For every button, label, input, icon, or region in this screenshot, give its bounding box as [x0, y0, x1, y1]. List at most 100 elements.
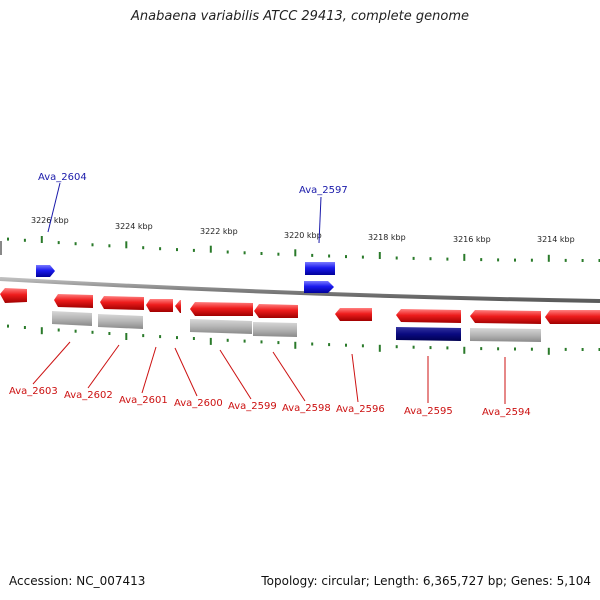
- minor-tick: [74, 329, 77, 333]
- gene-label-forward[interactable]: Ava_2604: [38, 172, 87, 183]
- tick-label: 3220 kbp: [284, 231, 322, 240]
- minor-tick: [142, 334, 145, 338]
- major-tick: [547, 347, 550, 355]
- minor-tick: [7, 237, 9, 241]
- gene-ava-2598[interactable]: [254, 304, 298, 318]
- minor-tick: [530, 258, 533, 262]
- feature-gray[interactable]: [98, 314, 143, 329]
- feature-navy[interactable]: [396, 327, 461, 341]
- minor-tick: [311, 253, 314, 257]
- gene-reverse-edge[interactable]: [0, 288, 27, 303]
- leader-line: [32, 341, 71, 385]
- feature-gray[interactable]: [253, 322, 297, 337]
- minor-tick: [277, 341, 280, 345]
- minor-tick: [176, 336, 178, 340]
- gene-ava-2595[interactable]: [396, 309, 461, 323]
- minor-tick: [480, 258, 483, 262]
- major-tick: [209, 337, 212, 345]
- gene-ava-2594[interactable]: [470, 310, 541, 324]
- gene-label-reverse[interactable]: Ava_2598: [282, 403, 331, 414]
- minor-tick: [480, 347, 483, 351]
- minor-tick: [328, 343, 331, 347]
- minor-tick: [226, 338, 229, 342]
- other-features: [52, 311, 541, 342]
- minor-tick: [108, 332, 111, 335]
- feature-gray[interactable]: [470, 328, 541, 342]
- gene-label-reverse[interactable]: Ava_2599: [228, 401, 277, 412]
- leader-lines: [32, 182, 506, 404]
- minor-tick: [429, 346, 432, 350]
- minor-tick: [514, 258, 516, 262]
- minor-tick: [395, 256, 398, 260]
- major-tick: [378, 344, 381, 352]
- minor-tick: [57, 328, 60, 332]
- gene-label-reverse[interactable]: Ava_2595: [404, 406, 453, 417]
- leader-line: [141, 346, 157, 394]
- gene-ava-2596[interactable]: [335, 308, 372, 321]
- gene-ava-2604[interactable]: [36, 265, 55, 277]
- minor-tick: [226, 250, 229, 254]
- map-title: Anabaena variabilis ATCC 29413, complete…: [131, 9, 469, 24]
- leader-line: [272, 351, 306, 402]
- genome-backbone: [0, 277, 600, 303]
- gene-reverse-right[interactable]: [545, 310, 600, 324]
- minor-tick: [23, 326, 26, 329]
- tick-label: 3216 kbp: [453, 235, 491, 244]
- minor-tick: [108, 244, 111, 248]
- minor-tick: [328, 254, 331, 258]
- gene-label-reverse[interactable]: Ava_2602: [64, 390, 113, 401]
- minor-tick: [192, 248, 195, 252]
- gene-ava-2599[interactable]: [190, 302, 253, 316]
- minor-tick: [74, 242, 77, 246]
- minor-tick: [311, 342, 314, 346]
- scale-labels: 3226 kbp 3224 kbp 3222 kbp 3220 kbp 3218…: [31, 216, 575, 244]
- minor-tick: [429, 257, 432, 261]
- minor-tick: [277, 252, 280, 256]
- gene-labels: Ava_2604 Ava_2597 Ava_2603 Ava_2602 Ava_…: [9, 172, 531, 418]
- minor-tick: [446, 257, 449, 261]
- gene-ava-2602[interactable]: [100, 296, 144, 310]
- major-tick: [125, 241, 128, 249]
- gene-label-reverse[interactable]: Ava_2600: [174, 398, 223, 409]
- minor-tick: [243, 251, 246, 255]
- genome-summary-text: Topology: circular; Length: 6,365,727 bp…: [261, 574, 591, 588]
- minor-tick: [142, 246, 145, 250]
- gene-ava-2601[interactable]: [146, 299, 173, 312]
- feature-gray[interactable]: [52, 311, 92, 326]
- tick-label: 3226 kbp: [31, 216, 69, 225]
- gene-label-reverse[interactable]: Ava_2596: [336, 404, 385, 415]
- minor-tick: [260, 252, 263, 255]
- minor-tick: [243, 339, 246, 343]
- minor-tick: [57, 241, 60, 245]
- minor-tick: [361, 255, 364, 259]
- major-tick: [294, 341, 297, 349]
- minor-tick: [497, 347, 500, 351]
- minor-tick: [598, 348, 600, 351]
- minor-tick: [345, 343, 347, 347]
- minor-tick: [530, 347, 533, 351]
- major-tick: [294, 249, 297, 257]
- gene-ava-2603[interactable]: [54, 294, 93, 308]
- leader-line: [47, 182, 61, 233]
- gene-forward-upper[interactable]: [305, 262, 335, 275]
- gene-ava-2600[interactable]: [175, 300, 181, 313]
- leader-line: [174, 347, 198, 397]
- major-tick: [40, 327, 43, 335]
- leader-line: [318, 196, 322, 244]
- minor-tick: [564, 258, 567, 262]
- gene-label-reverse[interactable]: Ava_2594: [482, 407, 531, 418]
- gene-ava-2597[interactable]: [304, 281, 334, 293]
- minor-tick: [345, 255, 347, 259]
- minor-tick: [91, 243, 94, 247]
- major-tick: [463, 346, 466, 354]
- gene-label-reverse[interactable]: Ava_2603: [9, 386, 58, 397]
- accession-text: Accession: NC_007413: [9, 574, 146, 588]
- tick-marks-lower: [7, 324, 600, 355]
- forward-genes: [36, 262, 335, 293]
- minor-tick: [581, 259, 584, 262]
- minor-tick: [395, 345, 398, 349]
- gene-label-forward[interactable]: Ava_2597: [299, 185, 348, 196]
- gene-label-reverse[interactable]: Ava_2601: [119, 395, 168, 406]
- feature-gray[interactable]: [190, 319, 252, 334]
